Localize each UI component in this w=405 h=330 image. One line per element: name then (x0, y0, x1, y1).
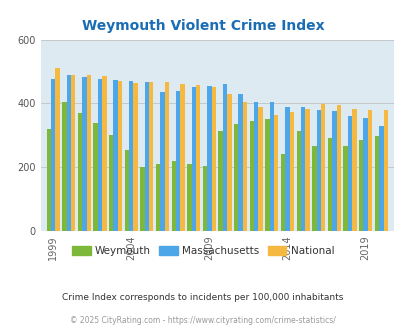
Bar (269, 102, 273, 231)
Bar (383, 111, 387, 231)
Bar (102, 76, 106, 231)
Bar (374, 136, 378, 231)
Bar (66, 75, 71, 231)
Bar (51, 79, 55, 231)
Bar (55, 68, 60, 231)
Bar (311, 147, 316, 231)
Bar (196, 85, 200, 231)
Bar (124, 150, 129, 231)
Bar (327, 139, 331, 231)
Bar (249, 121, 254, 231)
Bar (82, 77, 86, 231)
Text: © 2025 CityRating.com - https://www.cityrating.com/crime-statistics/: © 2025 CityRating.com - https://www.city… (70, 315, 335, 325)
Bar (144, 82, 149, 231)
Legend: Weymouth, Massachusetts, National: Weymouth, Massachusetts, National (68, 242, 337, 260)
Bar (187, 164, 191, 231)
Bar (227, 94, 231, 231)
Bar (273, 115, 278, 231)
Bar (98, 80, 102, 231)
Bar (117, 81, 122, 231)
Bar (242, 102, 247, 231)
Bar (254, 102, 258, 231)
Bar (320, 104, 324, 231)
Text: Crime Index corresponds to incidents per 100,000 inhabitants: Crime Index corresponds to incidents per… (62, 292, 343, 302)
Bar (367, 110, 371, 231)
Bar (218, 130, 222, 231)
Bar (347, 116, 352, 231)
Bar (316, 111, 320, 231)
Bar (362, 118, 367, 231)
Bar (149, 82, 153, 231)
Bar (171, 161, 175, 231)
Bar (238, 94, 242, 231)
Bar (62, 102, 66, 231)
Bar (191, 87, 196, 231)
Bar (289, 112, 293, 231)
Bar (336, 105, 340, 231)
Bar (258, 107, 262, 231)
Bar (86, 75, 91, 231)
Bar (211, 87, 215, 231)
Bar (285, 107, 289, 231)
Bar (133, 82, 137, 231)
Bar (47, 129, 51, 231)
Bar (331, 112, 336, 231)
Bar (164, 82, 168, 231)
Bar (180, 83, 184, 231)
Bar (280, 154, 285, 231)
Bar (352, 109, 356, 231)
Bar (296, 130, 300, 231)
Bar (156, 164, 160, 231)
Bar (300, 107, 305, 231)
Bar (305, 109, 309, 231)
Bar (160, 92, 164, 231)
Bar (175, 91, 180, 231)
Bar (378, 126, 383, 231)
Bar (265, 119, 269, 231)
Bar (93, 122, 98, 231)
Bar (343, 147, 347, 231)
Bar (78, 113, 82, 231)
Bar (202, 166, 207, 231)
Bar (234, 124, 238, 231)
Text: Weymouth Violent Crime Index: Weymouth Violent Crime Index (81, 19, 324, 33)
Bar (140, 167, 144, 231)
Bar (129, 81, 133, 231)
Bar (222, 83, 227, 231)
Bar (109, 135, 113, 231)
Bar (207, 86, 211, 231)
Bar (113, 81, 117, 231)
Bar (358, 140, 362, 231)
Bar (71, 75, 75, 231)
